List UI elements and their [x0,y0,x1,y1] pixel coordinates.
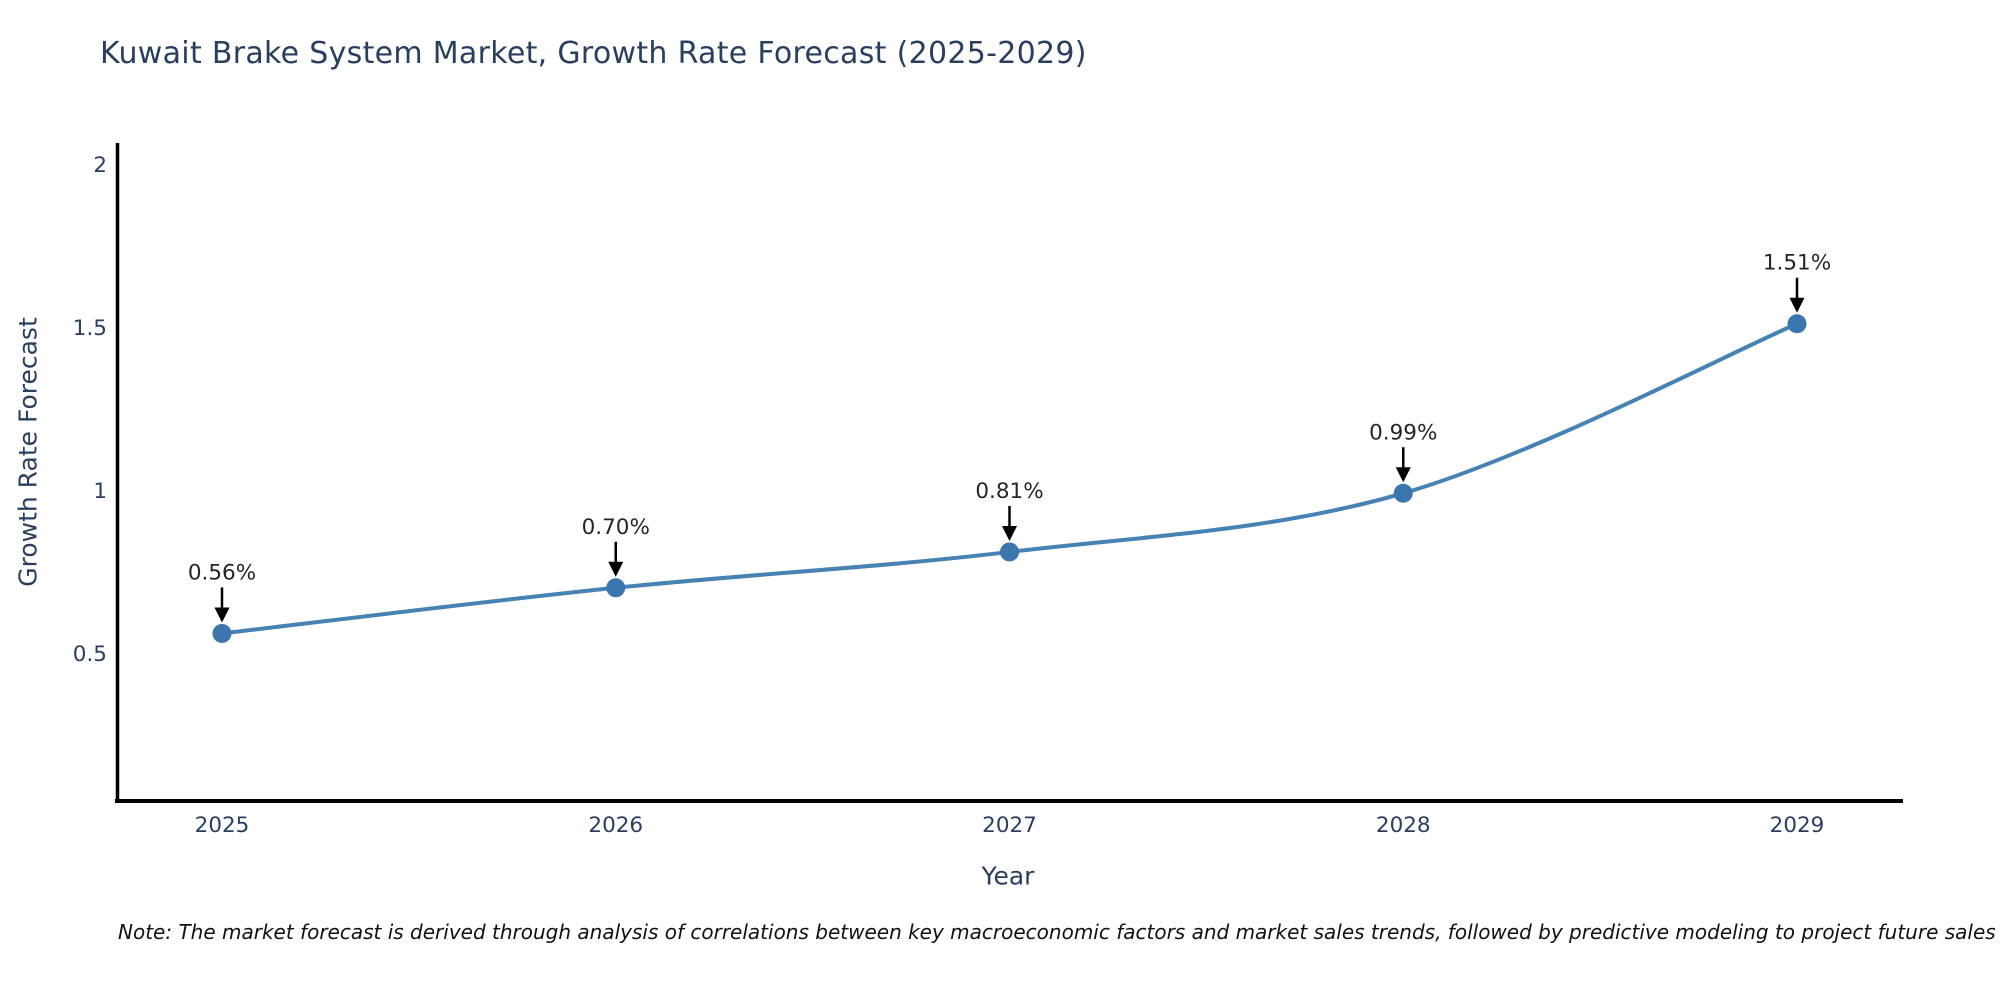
point-annotation-label: 0.81% [975,479,1043,504]
annotation-arrow-head [1002,525,1017,541]
data-point-marker [1000,542,1019,562]
x-tick-label: 2028 [1376,813,1431,838]
data-point-marker [212,623,232,643]
x-tick-label: 2026 [588,813,643,838]
point-annotation-label: 0.70% [582,515,650,540]
data-point-marker [1393,483,1413,503]
annotation-arrow-head [1395,467,1411,483]
x-tick-label: 2027 [982,813,1037,838]
annotation-arrow-head [214,607,230,623]
point-annotation-label: 1.51% [1763,251,1831,276]
y-tick-label: 2 [93,153,107,178]
annotation-arrow-head [1789,297,1805,313]
x-tick-label: 2029 [1770,813,1825,838]
y-tick-label: 0.5 [73,642,107,667]
y-axis-title: Growth Rate Forecast [13,317,43,587]
y-tick-label: 1.5 [73,316,107,341]
data-point-marker [1787,314,1807,334]
point-annotation-label: 0.56% [188,560,256,585]
annotation-arrow-head [608,561,624,577]
x-axis-title: Year [981,861,1035,891]
chart-title: Kuwait Brake System Market, Growth Rate … [100,36,1087,71]
data-point-marker [606,578,626,598]
x-tick-label: 2025 [195,813,250,838]
y-tick-label: 1 [93,479,107,504]
point-annotation-label: 0.99% [1369,420,1437,445]
footnote: Note: The market forecast is derived thr… [118,920,1996,944]
